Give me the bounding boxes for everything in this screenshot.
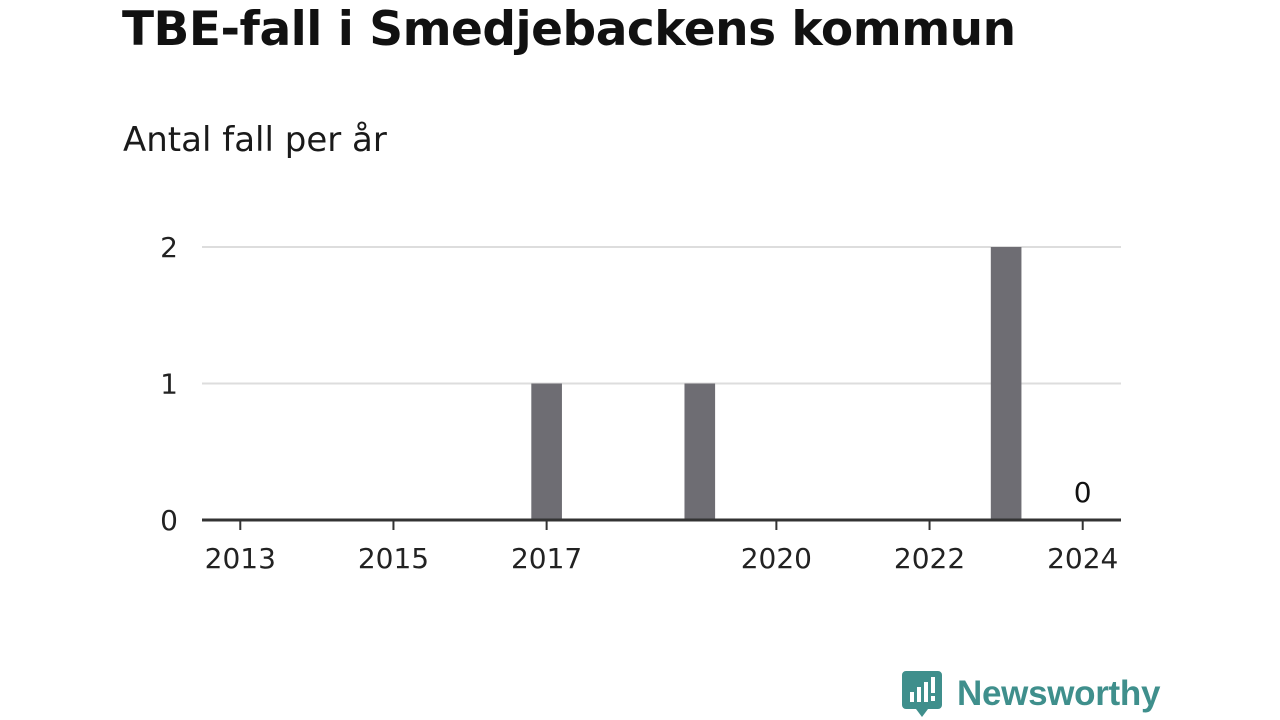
x-axis: [202, 518, 1121, 530]
newsworthy-logo-icon: [902, 671, 942, 717]
grid-lines: [202, 246, 1121, 385]
chart-title: TBE-fall i Smedjebackens kommun: [122, 2, 1016, 57]
newsworthy-logo: Newsworthy: [902, 670, 1160, 718]
axis-labels: 0 1 2 2013 2015 2017 2020 2022 2024 0: [160, 231, 1118, 575]
x-tick-label-2013: 2013: [205, 542, 276, 575]
bar-2023: [990, 247, 1022, 520]
bar-2017: [531, 383, 562, 520]
x-tick-label-2024: 2024: [1047, 542, 1118, 575]
bar-2019: [684, 383, 716, 520]
x-tick-label-2017: 2017: [511, 542, 582, 575]
data-label-2024: 0: [1074, 476, 1092, 509]
x-tick-label-2020: 2020: [741, 542, 812, 575]
y-tick-label-0: 0: [160, 504, 178, 537]
chart-subtitle: Antal fall per år: [123, 120, 387, 160]
y-tick-label-2: 2: [160, 231, 178, 264]
y-tick-label-1: 1: [160, 368, 178, 401]
x-tick-label-2022: 2022: [894, 542, 965, 575]
x-tick-label-2015: 2015: [358, 542, 429, 575]
brand-name: Newsworthy: [957, 674, 1161, 713]
bars: [531, 247, 1022, 520]
